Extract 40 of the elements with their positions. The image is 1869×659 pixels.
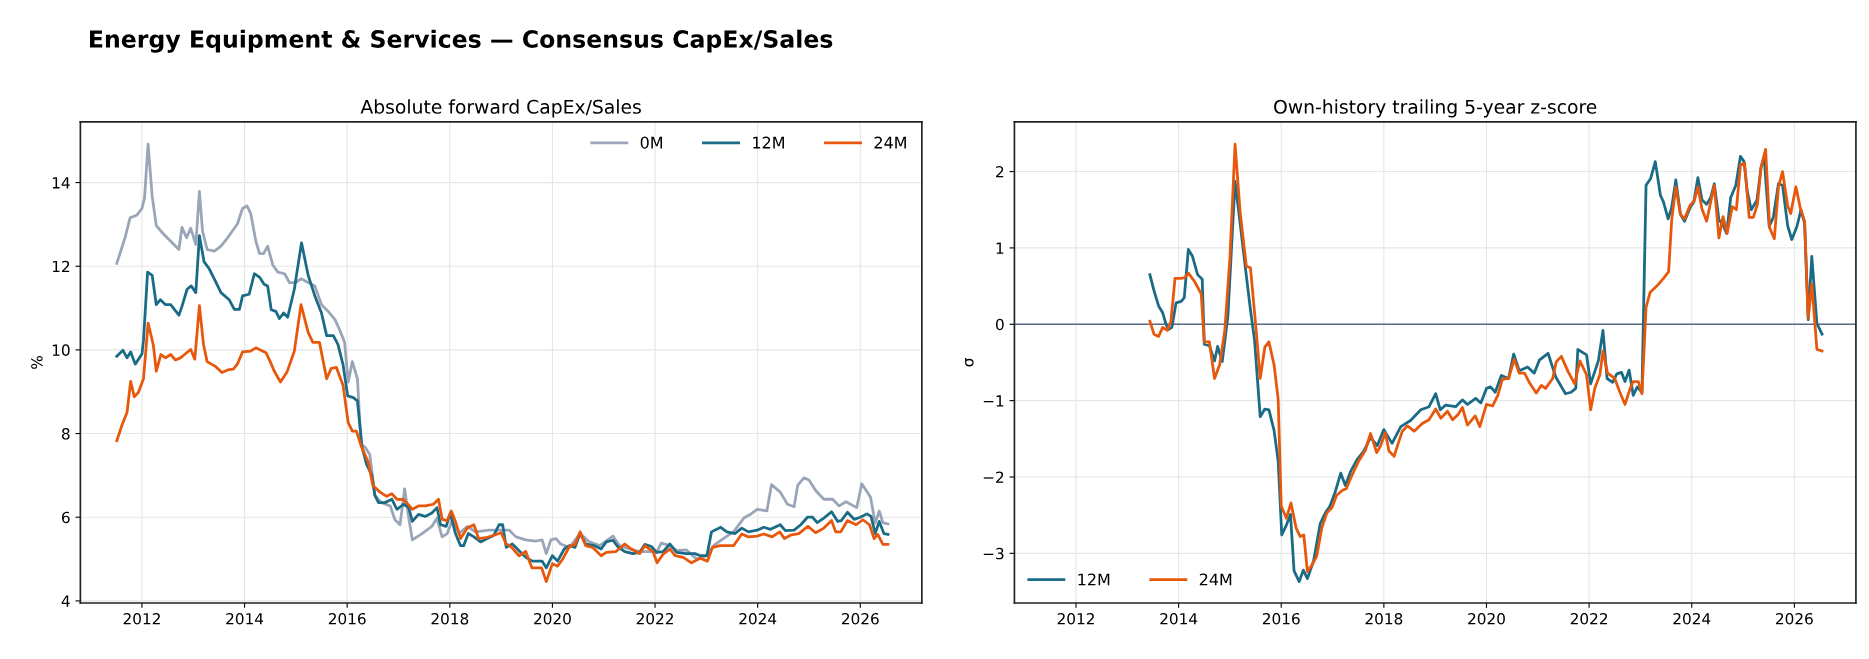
y-axis-title: % bbox=[31, 356, 43, 369]
x-tick-label: 2022 bbox=[1570, 612, 1608, 625]
x-tick-label: 2020 bbox=[1468, 612, 1505, 625]
x-tick-label: 2026 bbox=[1776, 612, 1813, 625]
x-tick-label: 2026 bbox=[841, 612, 879, 625]
legend-label: 12M bbox=[1078, 573, 1110, 586]
legend-label: 12M bbox=[753, 136, 784, 149]
x-tick-label: 2016 bbox=[1262, 612, 1300, 625]
y-tick-label: 12 bbox=[52, 260, 70, 273]
x-tick-label: 2016 bbox=[328, 612, 366, 625]
y-tick-label: 14 bbox=[52, 177, 70, 189]
y-tick-label: 0 bbox=[995, 318, 1004, 331]
x-tick-label: 2014 bbox=[1160, 612, 1198, 625]
y-tick-label: 1 bbox=[996, 242, 1004, 254]
y-tick-label: −1 bbox=[983, 395, 1004, 407]
y-tick-label: 2 bbox=[996, 166, 1004, 178]
legend-label: 0M bbox=[640, 136, 663, 149]
chart-title: Absolute forward CapEx/Sales bbox=[360, 99, 641, 118]
legend-label: 24M bbox=[874, 136, 906, 149]
x-tick-label: 2020 bbox=[534, 612, 571, 625]
x-tick-label: 2018 bbox=[431, 612, 469, 625]
x-tick-label: 2024 bbox=[1673, 612, 1711, 625]
line-series bbox=[115, 234, 890, 570]
x-tick-label: 2014 bbox=[226, 612, 264, 625]
y-axis-title: σ bbox=[965, 358, 974, 367]
y-tick-label: −2 bbox=[983, 471, 1004, 483]
line-series bbox=[115, 303, 890, 584]
legend-label: 24M bbox=[1199, 573, 1232, 586]
x-tick-label: 2012 bbox=[123, 612, 160, 625]
y-tick-label: 4 bbox=[61, 595, 70, 607]
y-tick-label: 6 bbox=[61, 511, 70, 524]
y-tick-label: −3 bbox=[983, 547, 1004, 560]
text: Energy Equipment & Services — Consensus CapEx/Sales bbox=[90, 29, 833, 53]
y-tick-label: 10 bbox=[52, 344, 70, 356]
x-tick-label: 2012 bbox=[1057, 612, 1094, 625]
x-tick-label: 2018 bbox=[1365, 612, 1403, 625]
y-tick-label: 8 bbox=[61, 428, 70, 440]
x-tick-label: 2022 bbox=[636, 612, 673, 625]
x-tick-label: 2024 bbox=[739, 612, 777, 625]
chart-title: Own-history trailing 5-year z-score bbox=[1274, 99, 1597, 118]
